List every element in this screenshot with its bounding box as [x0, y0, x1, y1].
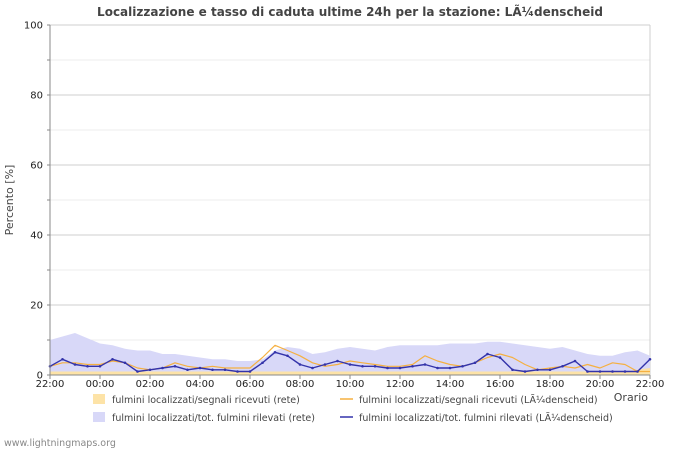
- data-point: [223, 368, 227, 372]
- data-point: [536, 368, 539, 372]
- y-tick-label: 0: [37, 371, 43, 382]
- data-point: [411, 364, 414, 368]
- data-point: [211, 368, 214, 372]
- data-point: [398, 366, 402, 370]
- data-point: [611, 370, 614, 373]
- y-tick-label: 20: [30, 301, 43, 312]
- x-tick-label: 12:00: [386, 379, 415, 390]
- legend-swatch-network-total: [93, 412, 105, 422]
- data-point: [511, 368, 514, 372]
- legend-label-network-signals: fulmini localizzati/segnali ricevuti (re…: [112, 395, 300, 406]
- data-point: [623, 370, 627, 373]
- data-point: [273, 350, 277, 354]
- series-lines: [48, 344, 652, 373]
- data-point: [636, 370, 639, 373]
- x-tick-label: 06:00: [236, 379, 265, 390]
- legend-label-station-signals: fulmini localizzati/segnali ricevuti (LÃ…: [359, 395, 598, 406]
- series-areas: [50, 333, 650, 375]
- data-point: [298, 363, 302, 366]
- legend-label-network-total: fulmini localizzati/tot. fulmini rilevat…: [112, 413, 315, 424]
- data-point: [261, 361, 264, 365]
- data-point: [148, 368, 152, 372]
- data-point: [361, 364, 364, 368]
- data-point: [473, 361, 477, 365]
- data-point: [236, 370, 239, 373]
- data-point: [123, 361, 127, 365]
- y-tick-labels: 0 20 40 60 80 100: [24, 21, 50, 382]
- data-point: [323, 363, 327, 366]
- data-point: [373, 364, 377, 368]
- data-point: [186, 368, 189, 372]
- footer-site-link[interactable]: www.lightningmaps.org: [4, 438, 116, 449]
- data-point: [523, 370, 527, 373]
- data-point: [448, 366, 452, 370]
- data-point: [498, 356, 502, 359]
- data-point: [173, 364, 177, 368]
- x-tick-label: 00:00: [86, 379, 115, 390]
- legend: fulmini localizzati/segnali ricevuti (re…: [93, 394, 613, 424]
- data-point: [586, 370, 589, 373]
- data-point: [136, 370, 139, 373]
- data-point: [461, 364, 464, 368]
- data-point: [311, 366, 314, 370]
- y-tick-label: 40: [30, 231, 43, 242]
- data-point: [161, 366, 164, 370]
- data-point: [598, 370, 602, 373]
- data-point: [348, 363, 352, 366]
- data-point: [648, 357, 652, 361]
- data-point: [198, 366, 202, 370]
- x-tick-label: 10:00: [336, 379, 365, 390]
- x-axis-label: Orario: [614, 391, 649, 404]
- data-point: [86, 364, 89, 368]
- data-point: [573, 359, 577, 363]
- x-tick-label: 02:00: [136, 379, 165, 390]
- legend-swatch-network-signals: [93, 394, 105, 404]
- x-tick-label: 22:00: [36, 379, 65, 390]
- y-tick-label: 60: [30, 161, 43, 172]
- legend-label-station-total: fulmini localizzati/tot. fulmini rilevat…: [359, 413, 613, 424]
- x-tick-label: 18:00: [536, 379, 565, 390]
- y-axis-label: Percento [%]: [3, 165, 16, 236]
- x-tick-label: 08:00: [286, 379, 315, 390]
- x-tick-label: 04:00: [186, 379, 215, 390]
- data-point: [423, 363, 427, 366]
- data-point: [61, 357, 64, 361]
- x-tick-label: 14:00: [436, 379, 465, 390]
- data-point: [561, 364, 564, 368]
- y-tick-label: 80: [30, 91, 43, 102]
- data-point: [73, 363, 77, 366]
- data-point: [548, 368, 552, 372]
- x-tick-label: 20:00: [586, 379, 615, 390]
- data-point: [486, 352, 489, 356]
- data-point: [386, 366, 389, 370]
- data-point: [286, 354, 289, 358]
- chart-title: Localizzazione e tasso di caduta ultime …: [97, 4, 603, 19]
- data-point: [98, 364, 102, 368]
- data-point: [336, 359, 339, 363]
- data-point: [248, 370, 252, 373]
- x-tick-label: 16:00: [486, 379, 515, 390]
- series-area-2: [50, 333, 650, 375]
- data-point: [111, 357, 114, 361]
- data-point: [436, 366, 439, 370]
- x-tick-labels: 22:00 00:00 02:00 04:00 06:00 08:00 10:00 12:00…: [36, 375, 665, 390]
- x-tick-label: 22:00: [636, 379, 665, 390]
- y-tick-label: 100: [24, 21, 43, 32]
- series-area-0: [50, 368, 650, 375]
- gridlines: [50, 24, 651, 375]
